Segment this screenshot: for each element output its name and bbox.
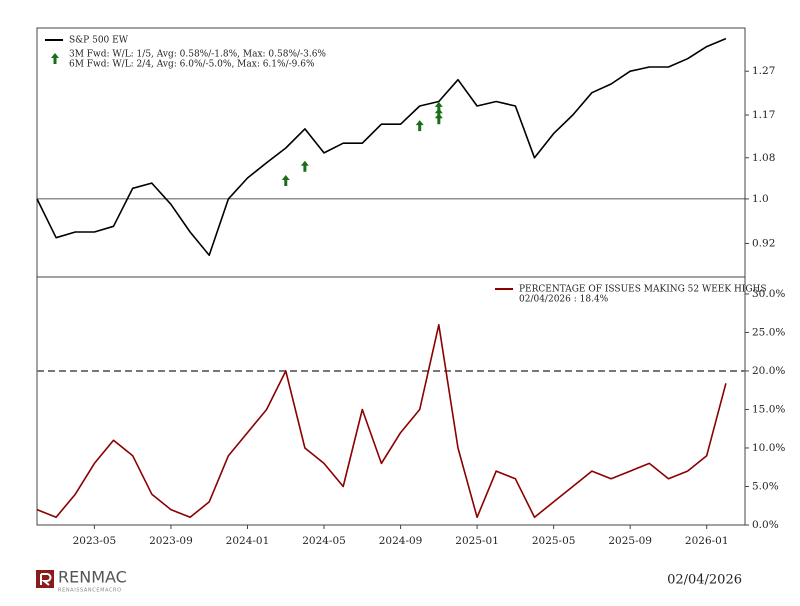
x-tick-label: 2024-01 bbox=[226, 535, 270, 547]
y-tick-label: 25.0% bbox=[752, 326, 785, 338]
x-tick-label: 2025-01 bbox=[455, 535, 499, 547]
footer-date: 02/04/2026 bbox=[667, 573, 742, 588]
legend-subtitle: 02/04/2026 : 18.4% bbox=[519, 295, 609, 305]
y-tick-label: 1.17 bbox=[752, 109, 775, 121]
y-tick-label: 30.0% bbox=[752, 288, 785, 300]
y-tick-label: 0.92 bbox=[752, 237, 775, 249]
legend-label: S&P 500 EW bbox=[69, 36, 129, 46]
y-tick-label: 1.27 bbox=[752, 65, 775, 77]
x-tick-label: 2023-05 bbox=[73, 535, 117, 547]
signal-legend-label: 3M Fwd: W/L: 1/5, Avg: 0.58%/-1.8%, Max:… bbox=[69, 50, 326, 60]
logo-mark bbox=[36, 570, 54, 588]
y-tick-label: 1.0 bbox=[752, 193, 769, 205]
y-tick-label: 20.0% bbox=[752, 365, 785, 377]
x-tick-label: 2023-09 bbox=[149, 535, 193, 547]
legend-label: PERCENTAGE OF ISSUES MAKING 52 WEEK HIGH… bbox=[519, 285, 767, 295]
series-line bbox=[36, 324, 727, 519]
signal-arrow bbox=[434, 101, 443, 113]
y-tick-label: 1.08 bbox=[752, 152, 775, 164]
x-tick-label: 2024-05 bbox=[302, 535, 346, 547]
y-tick-label: 5.0% bbox=[752, 480, 779, 492]
tagline: RENAISSANCEMACRO bbox=[58, 588, 122, 594]
y-tick-label: 0.0% bbox=[752, 519, 779, 531]
y-tick-label: 15.0% bbox=[752, 403, 785, 415]
series-line bbox=[36, 37, 727, 256]
signal-legend-icon bbox=[51, 53, 59, 64]
x-tick-label: 2024-09 bbox=[379, 535, 423, 547]
signal-arrow bbox=[434, 108, 443, 120]
logo-glyph bbox=[40, 573, 52, 586]
x-tick-label: 2026-01 bbox=[685, 535, 729, 547]
signal-legend-label: 6M Fwd: W/L: 2/4, Avg: 6.0%/-5.0%, Max: … bbox=[69, 60, 315, 70]
signal-arrow bbox=[300, 160, 309, 172]
signal-arrow bbox=[415, 120, 424, 132]
x-tick-label: 2025-05 bbox=[532, 535, 576, 547]
y-tick-label: 10.0% bbox=[752, 442, 785, 454]
signal-arrow bbox=[281, 175, 290, 187]
brand: RENMAC bbox=[58, 568, 127, 587]
x-tick-label: 2025-09 bbox=[608, 535, 652, 547]
